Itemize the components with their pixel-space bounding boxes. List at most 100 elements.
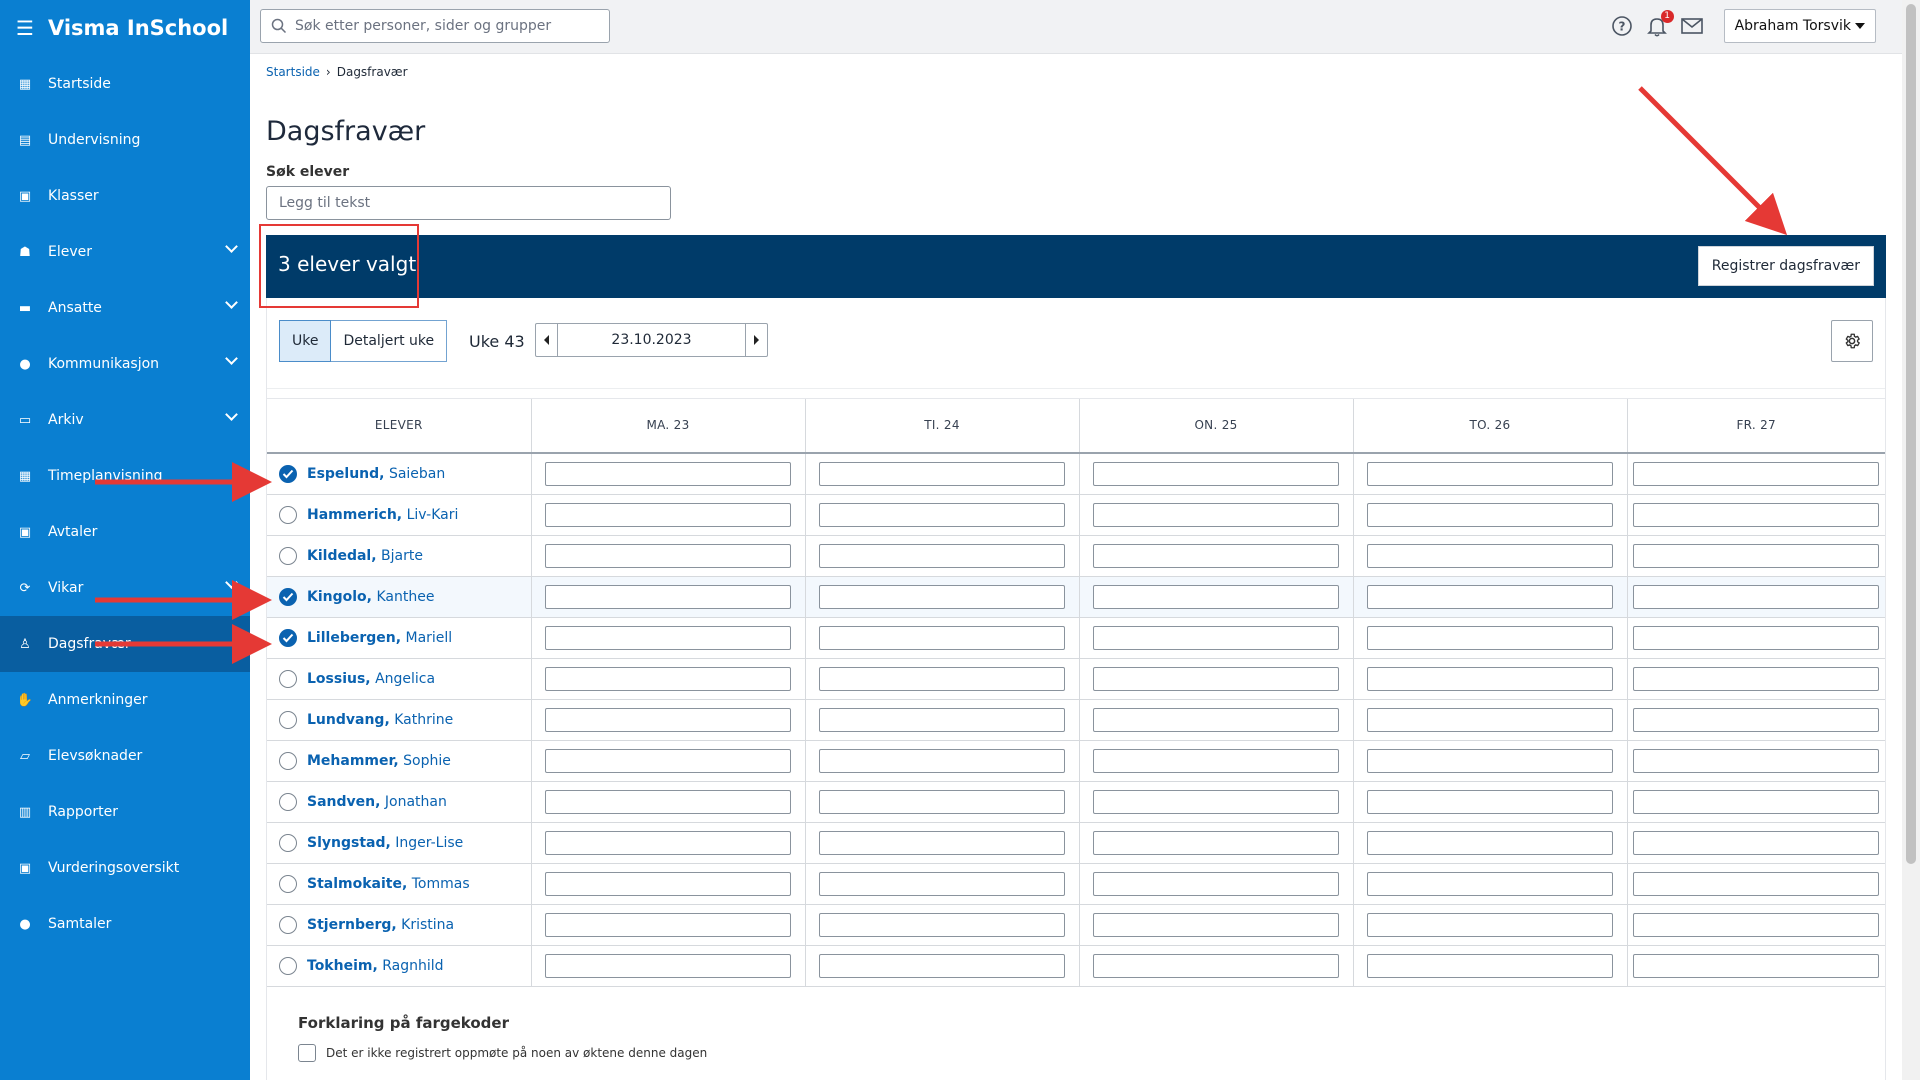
absence-input[interactable] — [1633, 543, 1880, 568]
sidebar-item-vurderingsoversikt[interactable]: ▣ Vurderingsoversikt — [0, 840, 250, 896]
sidebar-item-anmerkninger[interactable]: ✋ Anmerkninger — [0, 672, 250, 728]
absence-input[interactable] — [819, 707, 1065, 732]
absence-input[interactable] — [1367, 953, 1613, 978]
absence-input[interactable] — [1367, 871, 1613, 896]
student-select-checkbox[interactable] — [279, 464, 297, 483]
absence-input[interactable] — [1633, 789, 1880, 814]
absence-input[interactable] — [1093, 543, 1339, 568]
absence-input[interactable] — [1367, 707, 1613, 732]
absence-input[interactable] — [1633, 748, 1880, 773]
student-first-name[interactable]: Bjarte — [381, 547, 423, 564]
absence-input[interactable] — [819, 502, 1065, 527]
absence-input[interactable] — [1093, 707, 1339, 732]
student-select-checkbox[interactable] — [279, 792, 297, 811]
student-select-checkbox[interactable] — [279, 669, 297, 688]
absence-input[interactable] — [1093, 912, 1339, 937]
student-first-name[interactable]: Jonathan — [384, 793, 447, 810]
absence-input[interactable] — [545, 789, 791, 814]
absence-input[interactable] — [1093, 830, 1339, 855]
student-first-name[interactable]: Inger-Lise — [395, 834, 464, 851]
absence-input[interactable] — [1633, 502, 1880, 527]
absence-input[interactable] — [1633, 871, 1880, 896]
sidebar-item-ansatte[interactable]: ▬ Ansatte — [0, 280, 250, 336]
sidebar-item-arkiv[interactable]: ▭ Arkiv — [0, 392, 250, 448]
absence-input[interactable] — [1367, 789, 1613, 814]
absence-input[interactable] — [819, 461, 1065, 486]
sidebar-item-elever[interactable]: ☗ Elever — [0, 224, 250, 280]
chevron-down-icon[interactable] — [225, 296, 238, 309]
absence-input[interactable] — [819, 871, 1065, 896]
sidebar-item-klasser[interactable]: ▣ Klasser — [0, 168, 250, 224]
student-select-checkbox[interactable] — [279, 710, 297, 729]
student-last-name-link[interactable]: Hammerich, — [307, 506, 403, 523]
student-search-input[interactable] — [266, 186, 671, 220]
absence-input[interactable] — [1093, 461, 1339, 486]
settings-button[interactable] — [1831, 320, 1873, 362]
absence-input[interactable] — [1093, 871, 1339, 896]
absence-input[interactable] — [545, 912, 791, 937]
student-first-name[interactable]: Angelica — [375, 670, 436, 687]
student-select-checkbox[interactable] — [279, 956, 297, 975]
absence-input[interactable] — [1633, 830, 1880, 855]
chevron-down-icon[interactable] — [225, 240, 238, 253]
absence-input[interactable] — [819, 912, 1065, 937]
global-search-input[interactable] — [295, 18, 585, 34]
absence-input[interactable] — [819, 748, 1065, 773]
student-first-name[interactable]: Ragnhild — [382, 957, 444, 974]
register-absence-button[interactable]: Registrer dagsfravær — [1697, 246, 1874, 286]
student-select-checkbox[interactable] — [279, 546, 297, 565]
absence-input[interactable] — [545, 707, 791, 732]
sidebar-item-kommunikasjon[interactable]: ● Kommunikasjon — [0, 336, 250, 392]
absence-input[interactable] — [1633, 953, 1880, 978]
absence-input[interactable] — [1093, 502, 1339, 527]
absence-input[interactable] — [545, 543, 791, 568]
absence-input[interactable] — [819, 666, 1065, 691]
absence-input[interactable] — [545, 953, 791, 978]
sidebar-item-dagsfravær[interactable]: ♙ Dagsfravær — [0, 616, 250, 672]
absence-input[interactable] — [1367, 748, 1613, 773]
student-first-name[interactable]: Tommas — [411, 875, 470, 892]
student-last-name-link[interactable]: Slyngstad, — [307, 834, 391, 851]
student-first-name[interactable]: Sophie — [403, 752, 451, 769]
student-first-name[interactable]: Kathrine — [394, 711, 454, 728]
absence-input[interactable] — [1633, 625, 1880, 650]
absence-input[interactable] — [1367, 461, 1613, 486]
week-date[interactable]: 23.10.2023 — [611, 332, 692, 348]
sidebar-item-samtaler[interactable]: ● Samtaler — [0, 896, 250, 952]
absence-input[interactable] — [545, 625, 791, 650]
chevron-down-icon[interactable] — [225, 352, 238, 365]
absence-input[interactable] — [1093, 584, 1339, 609]
absence-input[interactable] — [1093, 666, 1339, 691]
sidebar-item-avtaler[interactable]: ▣ Avtaler — [0, 504, 250, 560]
absence-input[interactable] — [545, 584, 791, 609]
next-week-button[interactable] — [745, 324, 767, 356]
absence-input[interactable] — [1367, 912, 1613, 937]
absence-input[interactable] — [1367, 625, 1613, 650]
sidebar-item-rapporter[interactable]: ▥ Rapporter — [0, 784, 250, 840]
absence-input[interactable] — [545, 830, 791, 855]
student-last-name-link[interactable]: Lillebergen, — [307, 629, 402, 646]
hamburger-menu-icon[interactable]: ☰ — [16, 16, 34, 40]
student-select-checkbox[interactable] — [279, 587, 297, 606]
sidebar-item-vikar[interactable]: ⟳ Vikar — [0, 560, 250, 616]
absence-input[interactable] — [1093, 789, 1339, 814]
absence-input[interactable] — [1367, 666, 1613, 691]
absence-input[interactable] — [545, 461, 791, 486]
view-week-option[interactable]: Uke — [279, 320, 332, 362]
notification-bell-icon[interactable]: 1 — [1644, 10, 1674, 39]
absence-input[interactable] — [819, 953, 1065, 978]
student-last-name-link[interactable]: Mehammer, — [307, 752, 399, 769]
student-select-checkbox[interactable] — [279, 505, 297, 524]
absence-input[interactable] — [819, 789, 1065, 814]
global-search[interactable] — [260, 9, 610, 43]
absence-input[interactable] — [545, 748, 791, 773]
student-last-name-link[interactable]: Kildedal, — [307, 547, 377, 564]
absence-input[interactable] — [1367, 584, 1613, 609]
student-select-checkbox[interactable] — [279, 915, 297, 934]
student-first-name[interactable]: Saieban — [388, 465, 446, 482]
absence-input[interactable] — [1093, 748, 1339, 773]
absence-input[interactable] — [545, 666, 791, 691]
previous-week-button[interactable] — [536, 324, 558, 356]
student-last-name-link[interactable]: Kingolo, — [307, 588, 372, 605]
sidebar-item-timeplanvisning[interactable]: ▦ Timeplanvisning — [0, 448, 250, 504]
